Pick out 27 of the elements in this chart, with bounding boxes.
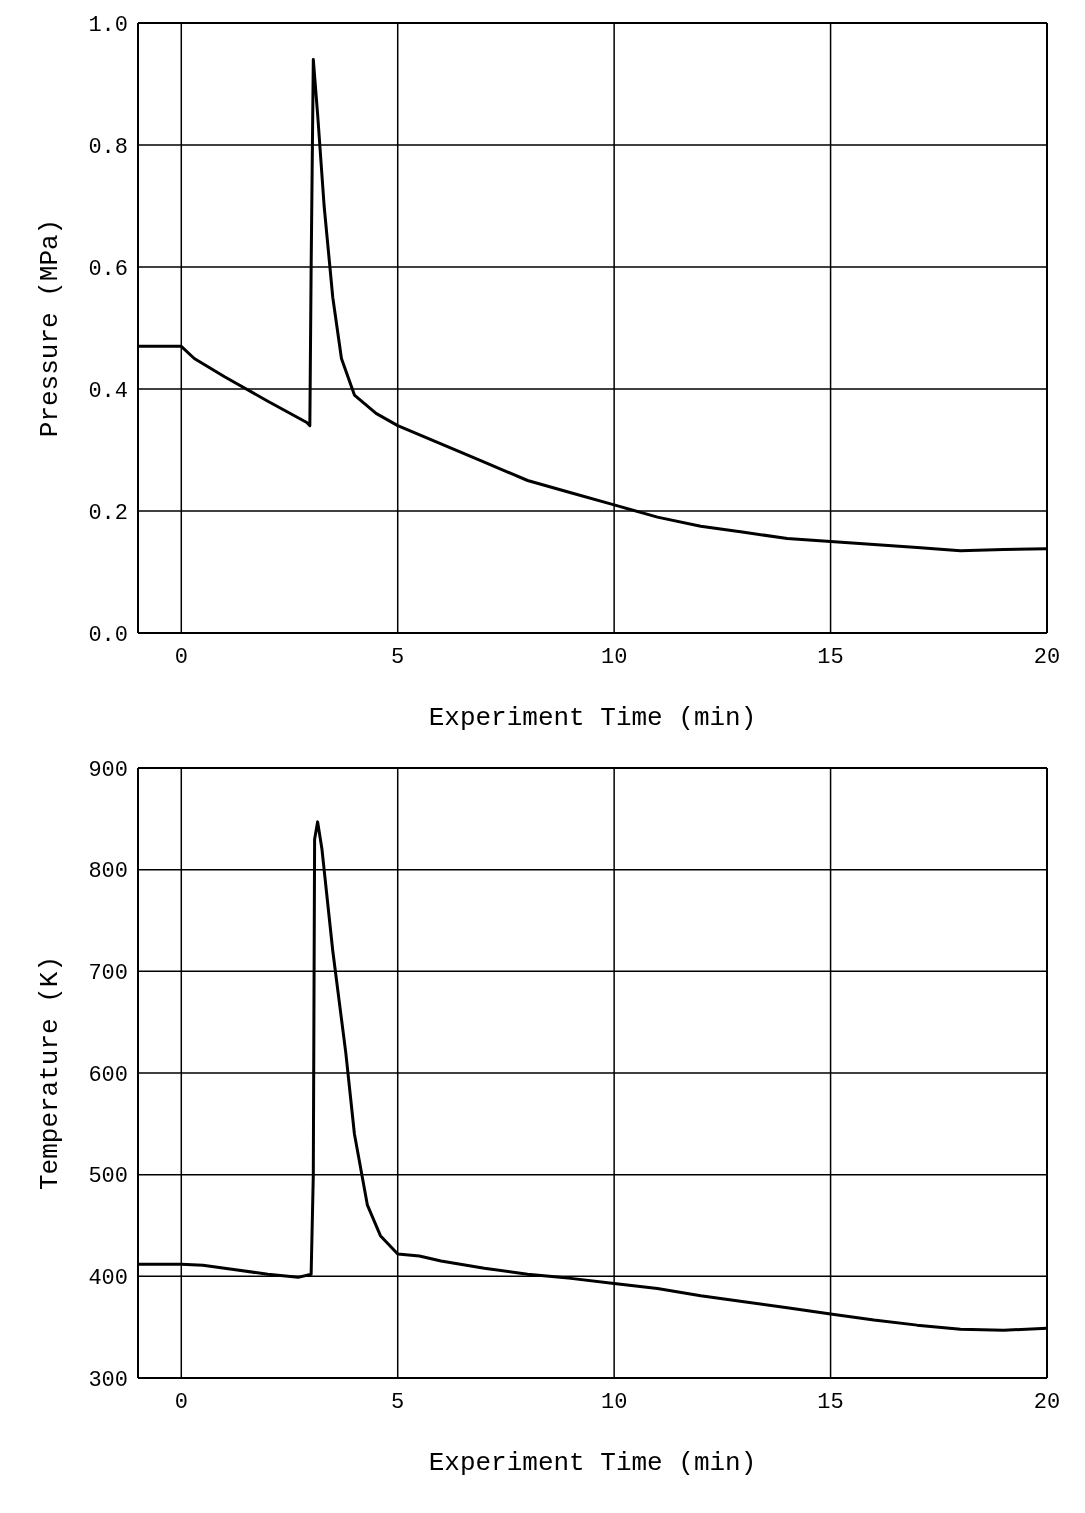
y-tick-label: 0.6: [88, 256, 128, 282]
y-tick-label: 400: [88, 1266, 128, 1292]
y-tick-label: 0.4: [88, 378, 128, 404]
x-tick-label: 0: [174, 1389, 188, 1415]
y-tick-label: 800: [88, 859, 128, 885]
y-tick-label: 700: [88, 961, 128, 987]
x-tick-label: 0: [174, 644, 188, 670]
x-axis-title: Experiment Time (min): [428, 1448, 757, 1478]
y-tick-label: 1.0: [88, 12, 128, 38]
y-tick-label: 0.8: [88, 134, 128, 160]
y-tick-label: 900: [88, 757, 128, 783]
y-tick-label: 300: [88, 1367, 128, 1393]
x-tick-label: 10: [600, 644, 628, 670]
y-tick-label: 500: [88, 1164, 128, 1190]
x-tick-label: 10: [600, 1389, 628, 1415]
x-axis-title: Experiment Time (min): [428, 703, 757, 733]
x-tick-label: 5: [391, 1389, 405, 1415]
x-tick-label: 5: [391, 644, 405, 670]
x-tick-label: 15: [817, 1389, 844, 1415]
x-tick-label: 20: [1033, 1389, 1061, 1415]
x-tick-label: 15: [817, 644, 844, 670]
y-tick-label: 600: [88, 1062, 128, 1088]
y-axis-title: Temperature (K): [35, 955, 66, 1191]
y-tick-label: 0.2: [88, 500, 128, 526]
x-tick-label: 20: [1033, 644, 1061, 670]
y-tick-label: 0.0: [88, 622, 128, 648]
y-axis-title: Pressure (MPa): [35, 218, 66, 438]
